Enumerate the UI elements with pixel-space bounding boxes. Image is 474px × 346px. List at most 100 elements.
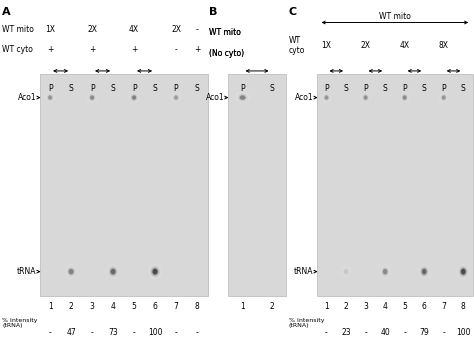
Text: (No cyto): (No cyto) xyxy=(210,49,245,58)
Ellipse shape xyxy=(418,264,430,279)
Text: P: P xyxy=(363,84,368,93)
Text: +: + xyxy=(89,45,95,54)
Ellipse shape xyxy=(442,95,446,100)
Ellipse shape xyxy=(423,271,425,273)
Ellipse shape xyxy=(401,93,409,102)
Ellipse shape xyxy=(151,267,159,276)
Ellipse shape xyxy=(364,96,367,99)
Ellipse shape xyxy=(107,265,119,279)
Ellipse shape xyxy=(110,269,116,274)
Text: 100: 100 xyxy=(456,328,471,337)
Ellipse shape xyxy=(380,265,391,279)
Ellipse shape xyxy=(402,94,407,101)
Text: 1: 1 xyxy=(324,302,329,311)
Ellipse shape xyxy=(111,269,116,274)
Text: 1X: 1X xyxy=(45,25,55,34)
Text: S: S xyxy=(153,84,157,93)
Text: 4X: 4X xyxy=(129,25,139,34)
Ellipse shape xyxy=(323,94,330,101)
Text: S: S xyxy=(111,84,116,93)
Text: 2X: 2X xyxy=(171,25,181,34)
Ellipse shape xyxy=(88,93,96,102)
Ellipse shape xyxy=(70,271,72,273)
Ellipse shape xyxy=(459,267,467,276)
Ellipse shape xyxy=(363,94,368,101)
Text: 1: 1 xyxy=(240,302,245,311)
Ellipse shape xyxy=(324,94,329,101)
Ellipse shape xyxy=(236,92,249,103)
Ellipse shape xyxy=(130,93,138,102)
Ellipse shape xyxy=(153,269,157,274)
Text: -: - xyxy=(196,328,199,337)
Ellipse shape xyxy=(86,91,98,104)
Ellipse shape xyxy=(66,266,76,277)
Text: S: S xyxy=(69,84,73,93)
Text: tRNA: tRNA xyxy=(17,267,36,276)
Text: 7: 7 xyxy=(441,302,446,311)
Bar xyxy=(228,74,286,296)
Ellipse shape xyxy=(131,94,137,101)
Text: 2X: 2X xyxy=(87,25,97,34)
Ellipse shape xyxy=(109,268,117,275)
Text: 4X: 4X xyxy=(400,41,410,50)
Ellipse shape xyxy=(422,269,427,274)
Ellipse shape xyxy=(362,94,369,101)
Ellipse shape xyxy=(458,266,468,277)
Ellipse shape xyxy=(443,97,445,98)
Ellipse shape xyxy=(421,268,428,275)
Bar xyxy=(317,74,473,296)
Text: P: P xyxy=(402,84,407,93)
Text: WT mito: WT mito xyxy=(210,28,241,37)
Text: 6: 6 xyxy=(153,302,157,311)
Ellipse shape xyxy=(175,97,177,98)
Text: 8: 8 xyxy=(195,302,200,311)
Text: P: P xyxy=(48,84,53,93)
Ellipse shape xyxy=(462,270,465,274)
Ellipse shape xyxy=(365,97,366,98)
Ellipse shape xyxy=(419,265,430,279)
Ellipse shape xyxy=(46,93,55,102)
Text: C: C xyxy=(289,7,297,17)
Ellipse shape xyxy=(48,95,52,100)
Ellipse shape xyxy=(403,96,406,99)
Ellipse shape xyxy=(400,92,410,103)
Ellipse shape xyxy=(345,271,347,273)
Ellipse shape xyxy=(90,95,94,100)
Text: 8: 8 xyxy=(461,302,465,311)
Ellipse shape xyxy=(460,268,466,275)
Ellipse shape xyxy=(322,93,330,102)
Ellipse shape xyxy=(458,265,469,279)
Text: Aco1: Aco1 xyxy=(18,93,36,102)
Ellipse shape xyxy=(65,265,77,279)
Ellipse shape xyxy=(461,269,465,274)
Ellipse shape xyxy=(235,91,251,104)
Text: A: A xyxy=(2,7,11,17)
Ellipse shape xyxy=(154,271,156,273)
Text: -: - xyxy=(403,328,406,337)
Text: 4: 4 xyxy=(110,302,116,311)
Text: Aco1: Aco1 xyxy=(206,93,225,102)
Text: 7: 7 xyxy=(173,302,179,311)
Ellipse shape xyxy=(404,97,405,98)
Ellipse shape xyxy=(381,267,389,276)
Ellipse shape xyxy=(402,95,407,100)
Ellipse shape xyxy=(379,264,392,279)
Text: -: - xyxy=(133,328,136,337)
Ellipse shape xyxy=(238,94,246,101)
Text: S: S xyxy=(269,84,274,93)
Text: -: - xyxy=(174,328,177,337)
Ellipse shape xyxy=(173,94,180,101)
Ellipse shape xyxy=(364,95,367,100)
Bar xyxy=(40,74,208,296)
Ellipse shape xyxy=(87,92,97,103)
Ellipse shape xyxy=(89,94,96,101)
Text: 2: 2 xyxy=(269,302,274,311)
Text: 5: 5 xyxy=(402,302,407,311)
Ellipse shape xyxy=(345,270,347,274)
Text: 100: 100 xyxy=(148,328,162,337)
Ellipse shape xyxy=(171,92,181,103)
Ellipse shape xyxy=(152,268,158,275)
Ellipse shape xyxy=(68,268,74,275)
Ellipse shape xyxy=(91,97,93,98)
Ellipse shape xyxy=(132,95,136,100)
